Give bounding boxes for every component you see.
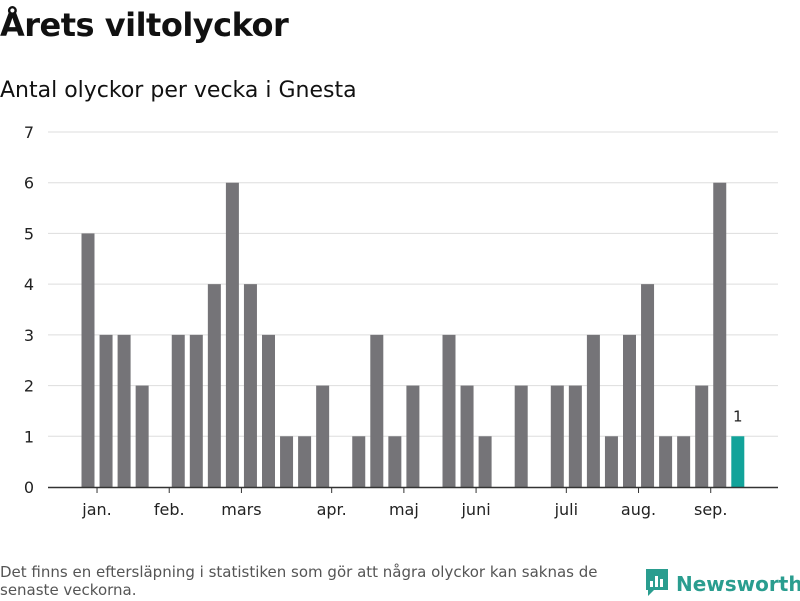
bar: [442, 334, 456, 487]
y-tick-label: 4: [24, 275, 34, 294]
x-tick-label: feb.: [154, 500, 185, 519]
y-tick-label: 6: [24, 174, 34, 193]
bar: [388, 436, 402, 487]
bar: [713, 182, 727, 487]
y-tick-label: 1: [24, 427, 34, 446]
bar: [189, 334, 203, 487]
bar: [460, 385, 474, 487]
bar: [352, 436, 366, 487]
newsworthy-logo[interactable]: Newsworthy: [644, 568, 800, 600]
bar: [117, 334, 131, 487]
chart-title: Årets viltolyckor: [0, 6, 289, 44]
x-tick-label: apr.: [317, 500, 347, 519]
bar: [316, 385, 330, 487]
bar: [99, 334, 113, 487]
x-tick-label: juni: [460, 500, 490, 519]
chart-subtitle: Antal olyckor per vecka i Gnesta: [0, 78, 357, 103]
newsworthy-icon: [644, 567, 670, 601]
bar: [514, 385, 528, 487]
x-tick-label: maj: [389, 500, 419, 519]
bar: [262, 334, 275, 487]
bar: [604, 436, 618, 487]
x-tick-label: juli: [554, 500, 578, 519]
y-tick-label: 7: [24, 123, 34, 142]
bar: [370, 334, 384, 487]
y-tick-label: 2: [24, 377, 34, 396]
y-tick-label: 3: [24, 326, 34, 345]
bar: [568, 385, 582, 487]
x-tick-label: mars: [221, 500, 261, 519]
bar: [550, 385, 564, 487]
bar: [171, 334, 185, 487]
data-label: 1: [733, 407, 743, 425]
bar: [695, 385, 709, 487]
bar: [298, 436, 312, 487]
bar-chart: 0 1 2 3 4 5 6 7 1 jan. feb. mars apr. maj juni juli aug.…: [24, 123, 778, 519]
bar: [207, 284, 221, 487]
bar: [225, 182, 239, 487]
bar: [81, 233, 95, 487]
y-tick-label: 5: [24, 224, 34, 243]
bar: [641, 284, 655, 487]
bar: [478, 436, 492, 487]
bar: [623, 334, 636, 487]
bar: [677, 436, 691, 487]
x-tick-label: jan.: [81, 500, 111, 519]
y-tick-label: 0: [24, 478, 34, 497]
bar: [243, 284, 257, 487]
bar-highlight: [731, 436, 745, 487]
footnote: Det finns en eftersläpning i statistiken…: [0, 563, 598, 599]
x-tick-label: sep.: [694, 500, 727, 519]
bar: [586, 334, 600, 487]
bar: [135, 385, 149, 487]
bar: [659, 436, 673, 487]
brand-name: Newsworthy: [676, 572, 800, 596]
bar: [406, 385, 420, 487]
x-tick-label: aug.: [621, 500, 656, 519]
bar: [280, 436, 294, 487]
